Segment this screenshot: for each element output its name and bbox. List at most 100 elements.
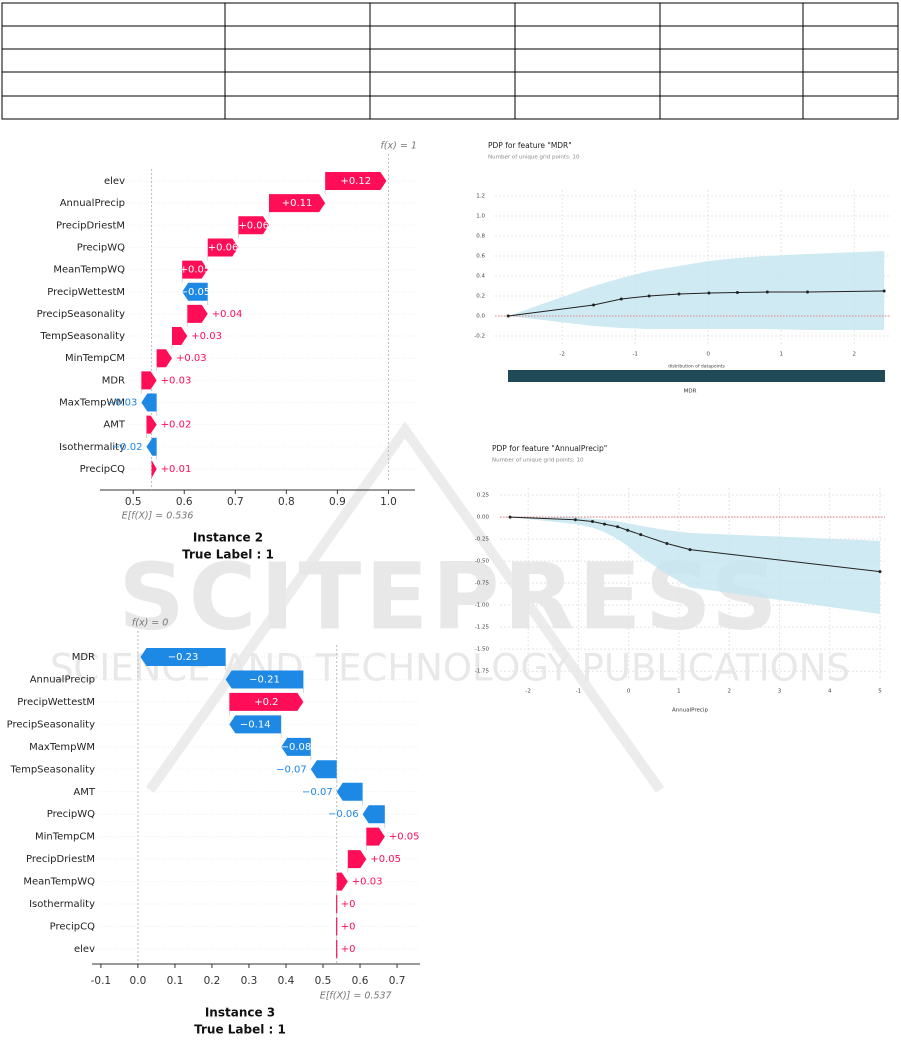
bar <box>225 670 304 689</box>
feature-label: MinTempCM <box>35 832 95 843</box>
x-tick-label: 0.7 <box>389 975 406 987</box>
x-axis-label: AnnualPrecip <box>672 708 708 714</box>
feature-label: TempSeasonality <box>10 764 96 775</box>
bar <box>141 371 157 390</box>
bar <box>141 393 157 412</box>
output-label: f(x) = 1 <box>380 141 416 152</box>
pdp-point <box>626 528 630 532</box>
x-tick-label: 0.7 <box>227 496 244 508</box>
pdp-point <box>592 303 596 307</box>
value-label: −0.14 <box>240 719 271 730</box>
feature-label: PrecipWQ <box>47 809 95 820</box>
y-tick-label: 1.2 <box>476 194 485 200</box>
y-tick-label: 0.4 <box>476 274 485 280</box>
feature-label: PrecipCQ <box>80 464 126 475</box>
bar <box>182 282 208 301</box>
caption: True Label : 1 <box>194 1023 286 1037</box>
bar <box>268 194 326 213</box>
y-tick-label: -0.50 <box>475 559 490 565</box>
value-label: +0.05 <box>389 832 420 843</box>
feature-label: TempSeasonality <box>40 331 126 342</box>
y-tick-label: -1.50 <box>475 647 490 653</box>
value-label: −0.06 <box>328 809 359 820</box>
chart-title: PDP for feature "MDR" <box>488 141 572 150</box>
bar <box>140 648 226 666</box>
x-tick-label: 1 <box>779 352 783 358</box>
bar <box>325 172 387 190</box>
x-axis-label: MDR <box>684 389 697 395</box>
x-tick-label: 1 <box>677 689 681 695</box>
chart-title: PDP for feature "AnnualPrecip" <box>492 444 607 453</box>
x-tick-label: 0.4 <box>278 975 295 987</box>
pdp-line <box>510 516 881 573</box>
table-border <box>1 2 899 120</box>
feature-label: PrecipSeasonality <box>37 309 125 320</box>
value-label: +0.03 <box>161 375 192 386</box>
bar <box>310 760 337 779</box>
bar <box>336 872 348 891</box>
y-tick-label: -0.25 <box>475 537 490 543</box>
value-label: −0.02 <box>112 442 143 453</box>
caption: True Label : 1 <box>182 548 274 562</box>
x-tick-label: 0 <box>706 352 710 358</box>
feature-label: MDR <box>102 375 125 386</box>
bar <box>281 737 311 756</box>
pdp-point <box>590 519 594 523</box>
value-label: −0.03 <box>107 398 138 409</box>
rug-label: distribution of datapoints <box>668 364 725 370</box>
value-label: −0.05 <box>180 287 211 298</box>
feature-label: MDR <box>72 652 95 663</box>
y-tick-label: 1.0 <box>476 214 485 220</box>
value-label: +0.01 <box>161 464 192 475</box>
feature-label: PrecipWettestM <box>17 697 95 708</box>
confidence-band <box>510 517 880 614</box>
feature-label: PrecipDriestM <box>26 854 95 865</box>
feature-label: MaxTempWM <box>29 742 95 753</box>
feature-label: MaxTempWM <box>59 398 125 409</box>
feature-label: AnnualPrecip <box>60 198 125 209</box>
value-label: +0.05 <box>180 265 211 276</box>
x-tick-label: 2 <box>727 689 731 695</box>
x-tick-label: 0.5 <box>125 496 142 508</box>
value-label: −0.07 <box>302 787 333 798</box>
y-tick-label: 0.2 <box>476 294 485 300</box>
y-tick-label: -1.25 <box>475 625 490 631</box>
caption: Instance 2 <box>193 531 263 545</box>
watermark-logo <box>145 421 665 793</box>
x-tick-label: -1 <box>632 352 637 358</box>
value-label: +0 <box>341 944 356 955</box>
chart-subtitle: Number of unique grid points: 10 <box>492 458 584 464</box>
pdp-point <box>603 522 607 526</box>
chart-subtitle: Number of unique grid points: 10 <box>488 155 580 161</box>
x-tick-label: 0.5 <box>315 975 332 987</box>
x-tick-label: 0 <box>627 689 631 695</box>
x-tick-label: 4 <box>828 689 832 695</box>
value-label: +0.03 <box>191 331 222 342</box>
confidence-band <box>508 251 885 330</box>
caption: Instance 3 <box>205 1006 275 1020</box>
x-tick-label: 0.9 <box>329 496 346 508</box>
pdp-point <box>688 548 692 552</box>
value-label: +0 <box>341 899 356 910</box>
x-tick-label: 0.1 <box>167 975 184 987</box>
pdp-point <box>765 290 769 294</box>
bar <box>146 437 157 456</box>
value-label: +0 <box>341 922 356 933</box>
value-label: +0.06 <box>238 220 269 231</box>
y-tick-label: 0.25 <box>477 493 490 499</box>
pdp-point <box>878 570 882 574</box>
value-label: −0.23 <box>168 652 199 663</box>
x-tick-label: 0.6 <box>176 496 193 508</box>
bar <box>347 850 367 869</box>
value-label: +0.05 <box>370 854 401 865</box>
bar <box>362 805 385 824</box>
value-label: −0.07 <box>276 764 307 775</box>
y-tick-label: 0.8 <box>476 234 485 240</box>
pdp-point <box>677 292 681 296</box>
bar <box>151 459 157 478</box>
rug <box>508 370 885 382</box>
pdp-point <box>506 314 510 318</box>
bar <box>229 692 304 711</box>
x-tick-label: 5 <box>878 689 882 695</box>
